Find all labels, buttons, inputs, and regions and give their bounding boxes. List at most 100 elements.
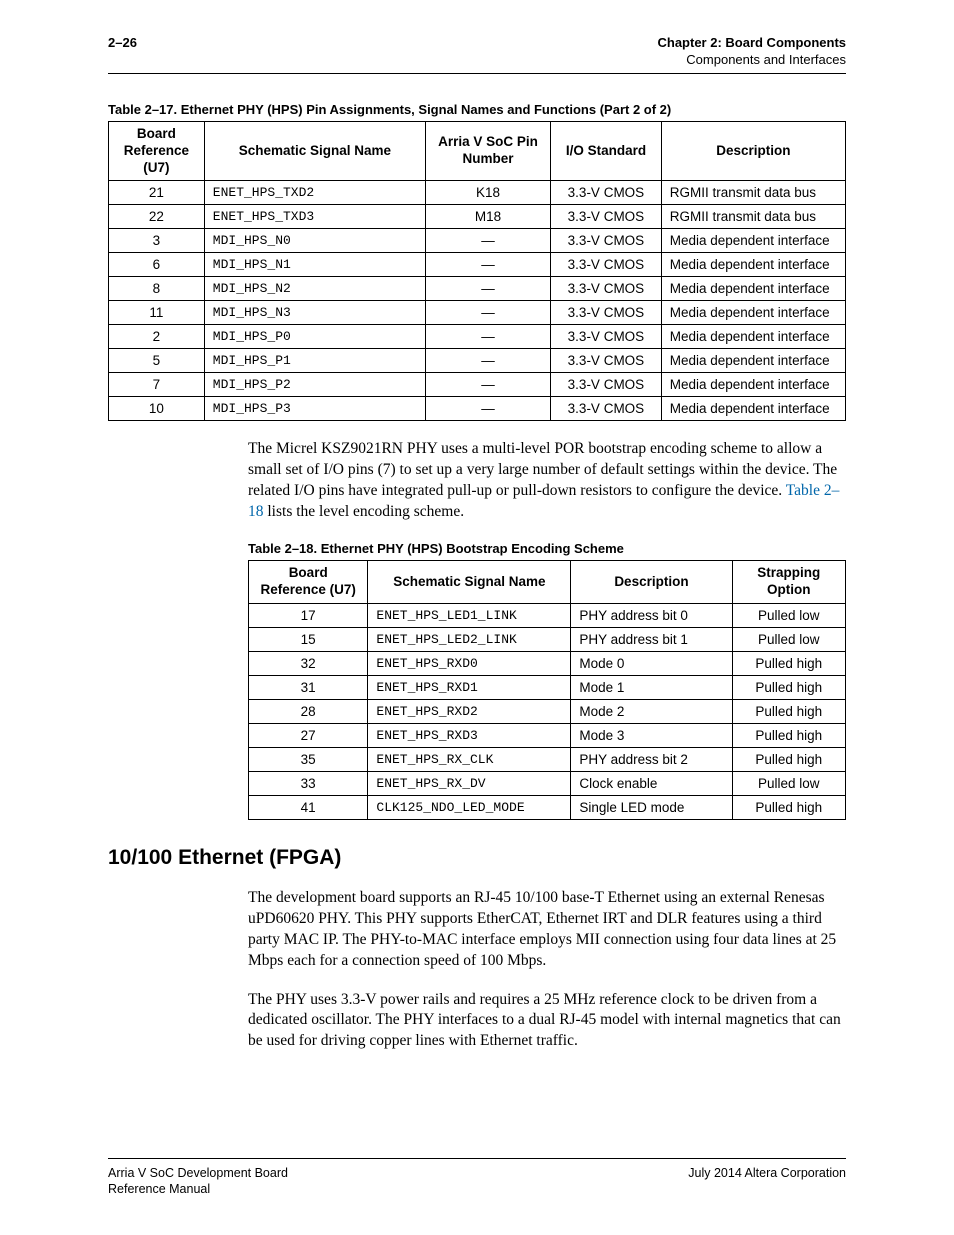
table-cell: MDI_HPS_P2: [204, 373, 425, 397]
table-cell: —: [425, 253, 550, 277]
table-header: I/O Standard: [551, 121, 662, 181]
table-cell: ENET_HPS_RX_CLK: [368, 747, 571, 771]
table-cell: CLK125_NDO_LED_MODE: [368, 795, 571, 819]
table-cell: RGMII transmit data bus: [661, 181, 845, 205]
table-cell: —: [425, 373, 550, 397]
table-cell: ENET_HPS_LED2_LINK: [368, 627, 571, 651]
table-cell: 3: [109, 229, 205, 253]
chapter-title: Chapter 2: Board Components: [657, 35, 846, 52]
table-row: 8MDI_HPS_N2—3.3-V CMOSMedia dependent in…: [109, 277, 846, 301]
table-cell: 22: [109, 205, 205, 229]
table-cell: 5: [109, 349, 205, 373]
table-row: 6MDI_HPS_N1—3.3-V CMOSMedia dependent in…: [109, 253, 846, 277]
table-cell: 3.3-V CMOS: [551, 205, 662, 229]
table-header: Board Reference (U7): [249, 561, 368, 604]
table-row: 21ENET_HPS_TXD2K183.3-V CMOSRGMII transm…: [109, 181, 846, 205]
table-row: 41CLK125_NDO_LED_MODESingle LED modePull…: [249, 795, 846, 819]
table-cell: 15: [249, 627, 368, 651]
table-header: Description: [571, 561, 732, 604]
page-header: 2–26 Chapter 2: Board Components Compone…: [108, 35, 846, 74]
table-row: 33ENET_HPS_RX_DVClock enablePulled low: [249, 771, 846, 795]
table-cell: —: [425, 349, 550, 373]
table-cell: 31: [249, 675, 368, 699]
table-cell: ENET_HPS_RXD3: [368, 723, 571, 747]
table-header: Board Reference (U7): [109, 121, 205, 181]
table-row: 3MDI_HPS_N0—3.3-V CMOSMedia dependent in…: [109, 229, 846, 253]
footer-doc-title: Arria V SoC Development Board: [108, 1165, 288, 1181]
footer-left: Arria V SoC Development Board Reference …: [108, 1165, 288, 1198]
header-right: Chapter 2: Board Components Components a…: [657, 35, 846, 69]
table-cell: 32: [249, 651, 368, 675]
table-cell: Media dependent interface: [661, 301, 845, 325]
table-cell: 21: [109, 181, 205, 205]
table-cell: Mode 2: [571, 699, 732, 723]
table-18-caption: Table 2–18. Ethernet PHY (HPS) Bootstrap…: [248, 541, 846, 556]
table-row: 10MDI_HPS_P3—3.3-V CMOSMedia dependent i…: [109, 397, 846, 421]
table-cell: MDI_HPS_P1: [204, 349, 425, 373]
table-row: 32ENET_HPS_RXD0Mode 0Pulled high: [249, 651, 846, 675]
page-footer: Arria V SoC Development Board Reference …: [108, 1158, 846, 1198]
table-cell: Pulled high: [732, 723, 845, 747]
table-cell: PHY address bit 2: [571, 747, 732, 771]
table-cell: MDI_HPS_N3: [204, 301, 425, 325]
table-cell: ENET_HPS_RXD0: [368, 651, 571, 675]
table-cell: Pulled low: [732, 603, 845, 627]
table-row: 35ENET_HPS_RX_CLKPHY address bit 2Pulled…: [249, 747, 846, 771]
table-row: 22ENET_HPS_TXD3M183.3-V CMOSRGMII transm…: [109, 205, 846, 229]
table-cell: Pulled high: [732, 651, 845, 675]
table-cell: Mode 3: [571, 723, 732, 747]
page-number: 2–26: [108, 35, 137, 50]
table-cell: —: [425, 397, 550, 421]
table-cell: 7: [109, 373, 205, 397]
table-row: 2MDI_HPS_P0—3.3-V CMOSMedia dependent in…: [109, 325, 846, 349]
table-cell: 6: [109, 253, 205, 277]
table-cell: ENET_HPS_RXD2: [368, 699, 571, 723]
table-cell: Media dependent interface: [661, 349, 845, 373]
table-cell: —: [425, 229, 550, 253]
table-cell: MDI_HPS_P0: [204, 325, 425, 349]
table-row: 11MDI_HPS_N3—3.3-V CMOSMedia dependent i…: [109, 301, 846, 325]
table-cell: MDI_HPS_N1: [204, 253, 425, 277]
table-cell: Pulled high: [732, 795, 845, 819]
table-cell: 11: [109, 301, 205, 325]
table-row: 15ENET_HPS_LED2_LINKPHY address bit 1Pul…: [249, 627, 846, 651]
table-cell: Mode 1: [571, 675, 732, 699]
para-1-pre: The Micrel KSZ9021RN PHY uses a multi-le…: [248, 440, 837, 499]
table-cell: MDI_HPS_N2: [204, 277, 425, 301]
table-cell: 3.3-V CMOS: [551, 397, 662, 421]
table-cell: 3.3-V CMOS: [551, 349, 662, 373]
table-cell: —: [425, 277, 550, 301]
table-cell: —: [425, 301, 550, 325]
table-row: 27ENET_HPS_RXD3Mode 3Pulled high: [249, 723, 846, 747]
table-cell: Pulled low: [732, 771, 845, 795]
table-cell: ENET_HPS_TXD3: [204, 205, 425, 229]
table-row: 31ENET_HPS_RXD1Mode 1Pulled high: [249, 675, 846, 699]
table-row: 28ENET_HPS_RXD2Mode 2Pulled high: [249, 699, 846, 723]
table-cell: 27: [249, 723, 368, 747]
table-cell: PHY address bit 1: [571, 627, 732, 651]
table-cell: 3.3-V CMOS: [551, 181, 662, 205]
table-header: Schematic Signal Name: [204, 121, 425, 181]
table-cell: 28: [249, 699, 368, 723]
table-cell: 3.3-V CMOS: [551, 229, 662, 253]
table-cell: ENET_HPS_LED1_LINK: [368, 603, 571, 627]
table-cell: Single LED mode: [571, 795, 732, 819]
table-cell: Pulled high: [732, 675, 845, 699]
table-cell: Media dependent interface: [661, 325, 845, 349]
table-cell: Media dependent interface: [661, 253, 845, 277]
table-cell: Media dependent interface: [661, 277, 845, 301]
table-cell: MDI_HPS_P3: [204, 397, 425, 421]
table-cell: 35: [249, 747, 368, 771]
table-cell: 8: [109, 277, 205, 301]
table-17-caption: Table 2–17. Ethernet PHY (HPS) Pin Assig…: [108, 102, 846, 117]
table-cell: Pulled high: [732, 699, 845, 723]
section-title: Components and Interfaces: [657, 52, 846, 69]
para-1-post: lists the level encoding scheme.: [264, 503, 465, 520]
table-17: Board Reference (U7)Schematic Signal Nam…: [108, 121, 846, 422]
table-row: 7MDI_HPS_P2—3.3-V CMOSMedia dependent in…: [109, 373, 846, 397]
table-header: Strapping Option: [732, 561, 845, 604]
table-row: 17ENET_HPS_LED1_LINKPHY address bit 0Pul…: [249, 603, 846, 627]
table-18: Board Reference (U7)Schematic Signal Nam…: [248, 560, 846, 820]
paragraph-2: The development board supports an RJ-45 …: [248, 888, 846, 972]
table-cell: —: [425, 325, 550, 349]
